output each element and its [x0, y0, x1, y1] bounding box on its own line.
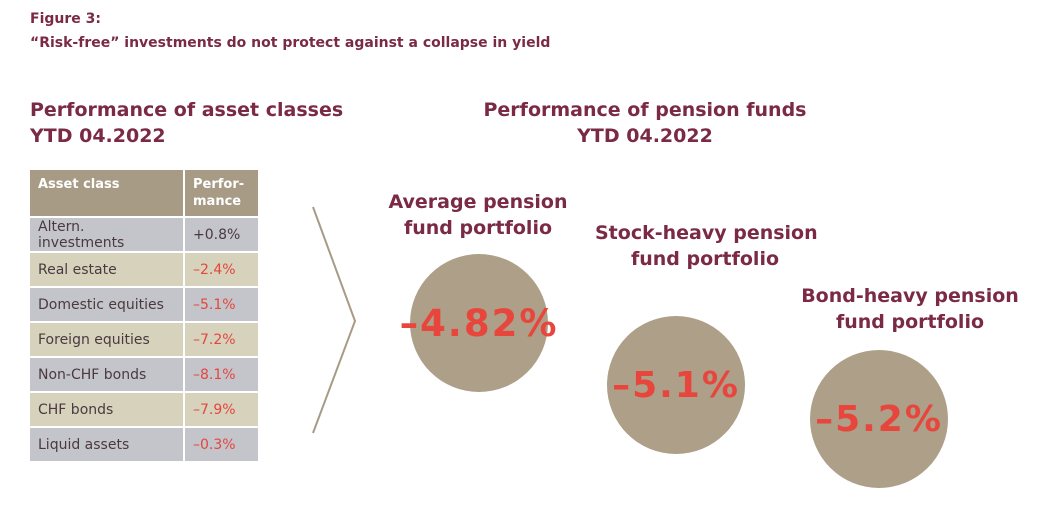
performance-column-header: Perfor- mance	[184, 170, 258, 217]
stock-heavy-portfolio-value: –5.1%	[612, 364, 740, 406]
performance-cell: –7.9%	[184, 391, 258, 427]
stock-heavy-portfolio-label-line2: fund portfolio	[630, 248, 780, 270]
asset-class-cell: CHF bonds	[30, 391, 185, 427]
bond-heavy-portfolio-label: Bond-heavy pension fund portfolio	[800, 283, 1020, 335]
bond-heavy-portfolio-bubble: –5.2%	[810, 350, 948, 488]
asset-table-row: Foreign equities –7.2%	[30, 321, 258, 357]
stock-heavy-portfolio-label: Stock-heavy pension fund portfolio	[595, 220, 818, 272]
bond-heavy-portfolio-value: –5.2%	[815, 398, 943, 440]
asset-class-table: Asset class Perfor- mance Altern. invest…	[30, 170, 258, 461]
asset-class-cell: Foreign equities	[30, 321, 185, 357]
stock-heavy-portfolio-label-line1: Stock-heavy pension	[595, 222, 818, 244]
performance-cell: –2.4%	[184, 251, 258, 287]
asset-table-row: Liquid assets –0.3%	[30, 426, 258, 461]
average-portfolio-label-line2: fund portfolio	[403, 217, 553, 239]
stock-heavy-portfolio-bubble: –5.1%	[607, 316, 745, 454]
asset-class-column-header: Asset class	[30, 170, 185, 217]
pension-funds-title: Performance of pension funds YTD 04.2022	[460, 97, 830, 149]
asset-class-cell: Domestic equities	[30, 286, 185, 322]
asset-table-row: Non-CHF bonds –8.1%	[30, 356, 258, 392]
asset-classes-title: Performance of asset classes YTD 04.2022	[30, 97, 343, 149]
asset-class-cell: Non-CHF bonds	[30, 356, 185, 392]
chevron-divider-icon	[312, 206, 357, 434]
asset-class-cell: Liquid assets	[30, 426, 185, 461]
bond-heavy-portfolio-label-line2: fund portfolio	[835, 311, 985, 333]
asset-classes-title-line1: Performance of asset classes	[30, 99, 344, 121]
performance-cell: –0.3%	[184, 426, 258, 461]
average-portfolio-value: –4.82%	[399, 301, 559, 345]
performance-cell: –5.1%	[184, 286, 258, 322]
pension-funds-title-line2: YTD 04.2022	[577, 125, 713, 147]
average-portfolio-label: Average pension fund portfolio	[378, 189, 578, 241]
performance-cell: +0.8%	[184, 216, 258, 252]
figure-label: Figure 3:	[30, 11, 101, 27]
asset-classes-title-line2: YTD 04.2022	[30, 125, 166, 147]
asset-table-header-row: Asset class Perfor- mance	[30, 170, 258, 217]
asset-table-row: Domestic equities –5.1%	[30, 286, 258, 322]
average-portfolio-bubble: –4.82%	[400, 254, 556, 392]
asset-table-row: Real estate –2.4%	[30, 251, 258, 287]
asset-class-cell: Real estate	[30, 251, 185, 287]
asset-table-row: CHF bonds –7.9%	[30, 391, 258, 427]
performance-cell: –8.1%	[184, 356, 258, 392]
pension-funds-title-line1: Performance of pension funds	[483, 99, 807, 121]
bond-heavy-portfolio-label-line1: Bond-heavy pension	[801, 285, 1019, 307]
performance-cell: –7.2%	[184, 321, 258, 357]
average-portfolio-label-line1: Average pension	[388, 191, 568, 213]
asset-table-body: Altern. investments +0.8% Real estate –2.4%…	[30, 216, 258, 461]
asset-class-cell: Altern. investments	[30, 216, 185, 252]
asset-table-row: Altern. investments +0.8%	[30, 216, 258, 252]
figure-title: “Risk-free” investments do not protect a…	[30, 35, 551, 51]
